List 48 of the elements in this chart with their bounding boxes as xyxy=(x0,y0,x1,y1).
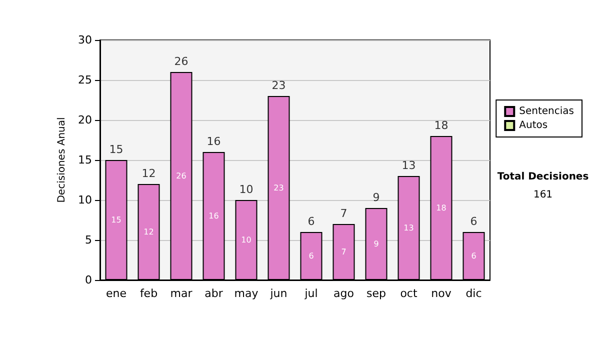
data-label: 7 xyxy=(341,248,346,256)
data-label: 16 xyxy=(208,212,219,220)
x-tick-label: jul xyxy=(304,287,318,300)
data-label: 18 xyxy=(436,204,446,212)
y-tick-label: 5 xyxy=(85,234,92,246)
total-label: 10 xyxy=(239,183,254,196)
x-tick-label: nov xyxy=(431,287,452,300)
data-label: 9 xyxy=(374,240,379,248)
x-tick-label: mar xyxy=(170,287,193,300)
total-label: 26 xyxy=(174,55,188,68)
y-tick-label: 0 xyxy=(85,274,92,286)
y-axis-title: Decisiones Anual xyxy=(56,117,68,203)
x-tick-label: oct xyxy=(400,287,418,300)
x-tick-label: dic xyxy=(466,287,482,300)
data-label: 10 xyxy=(241,236,252,244)
total-label: 16 xyxy=(206,135,221,148)
y-tick-label: 30 xyxy=(78,34,92,46)
x-tick-label: feb xyxy=(140,287,158,300)
total-label: 18 xyxy=(434,119,448,132)
x-tick-label: sep xyxy=(366,287,386,300)
x-tick-label: ene xyxy=(106,287,127,300)
data-label: 23 xyxy=(274,184,284,192)
legend-label: Sentencias xyxy=(519,106,574,117)
total-label: 9 xyxy=(372,191,380,204)
total-label: 6 xyxy=(470,215,478,228)
data-label: 26 xyxy=(176,172,186,180)
data-label: 6 xyxy=(471,252,476,260)
text: 161 xyxy=(533,190,553,200)
data-label: 6 xyxy=(308,252,314,260)
x-tick-label: may xyxy=(234,287,259,300)
y-tick-label: 15 xyxy=(78,154,92,166)
y-tick-label: 20 xyxy=(78,114,92,126)
x-tick-label: abr xyxy=(204,287,224,300)
x-tick-label: ago xyxy=(334,287,354,300)
legend-label: Autos xyxy=(519,120,548,131)
data-label: 12 xyxy=(144,228,154,236)
text: Total Decisiones xyxy=(497,172,589,182)
total-label: 23 xyxy=(272,79,286,92)
y-tick-label: 25 xyxy=(78,74,92,86)
x-tick-label: jun xyxy=(269,287,288,300)
total-label: 12 xyxy=(142,167,156,180)
total-label: 7 xyxy=(340,207,348,220)
total-label: 13 xyxy=(402,159,416,172)
total-label: 6 xyxy=(308,215,315,228)
data-label: 15 xyxy=(111,216,122,224)
total-label: 15 xyxy=(109,143,124,156)
y-tick-label: 10 xyxy=(78,194,92,206)
data-label: 13 xyxy=(404,224,414,232)
